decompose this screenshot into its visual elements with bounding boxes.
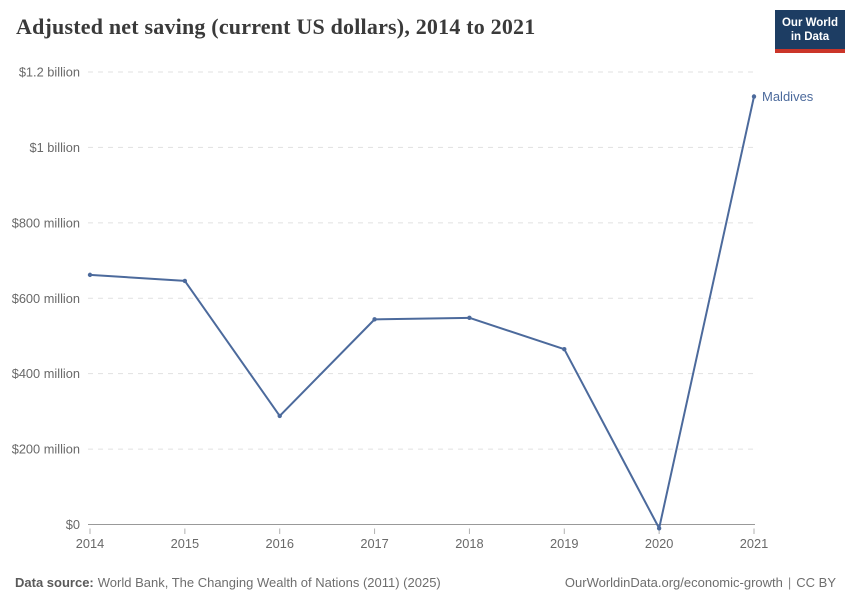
credit: OurWorldinData.org/economic-growth | CC BY xyxy=(565,575,836,590)
owid-logo[interactable]: Our World in Data xyxy=(774,10,845,53)
y-axis-tick-label: $800 million xyxy=(12,215,80,230)
series-line-maldives[interactable] xyxy=(89,95,755,530)
credit-license[interactable]: CC BY xyxy=(796,575,836,590)
x-axis-tick-label: 2015 xyxy=(171,536,199,551)
x-axis-tick-label: 2019 xyxy=(550,536,578,551)
series-end-label[interactable]: Maldives xyxy=(762,89,814,104)
y-axis-tick-label: $1.2 billion xyxy=(19,65,80,80)
y-axis-tick-label: $600 million xyxy=(12,291,80,306)
y-axis-tick-label: $200 million xyxy=(12,442,80,457)
data-source: Data source: World Bank, The Changing Wea… xyxy=(15,575,441,590)
data-source-label: Data source: xyxy=(15,575,94,590)
data-point-2017[interactable] xyxy=(372,317,377,322)
data-point-2015[interactable] xyxy=(182,278,188,284)
logo-line-1: Our World xyxy=(781,17,838,29)
y-axis-tick-label: $400 million xyxy=(12,366,80,381)
credit-url[interactable]: OurWorldinData.org/economic-growth xyxy=(564,575,783,590)
data-point-2014[interactable] xyxy=(87,272,93,278)
x-axis-tick-label: 2017 xyxy=(360,536,388,551)
x-axis-tick-label: 2021 xyxy=(740,536,768,551)
data-source-text: World Bank, The Changing Wealth of Natio… xyxy=(97,575,441,590)
data-point-2019[interactable] xyxy=(562,346,567,352)
data-point-2016[interactable] xyxy=(277,413,282,419)
y-axis-tick-label: $0 xyxy=(66,517,80,532)
data-point-2018[interactable] xyxy=(467,315,472,321)
credit-separator: | xyxy=(787,575,792,590)
x-axis-tick-label: 2020 xyxy=(645,536,673,551)
chart-title: Adjusted net saving (current US dollars)… xyxy=(16,14,536,39)
logo-line-2: in Data xyxy=(790,31,830,44)
data-point-2021[interactable] xyxy=(751,94,757,99)
x-axis-tick-label: 2018 xyxy=(455,536,483,551)
x-axis-tick-label: 2014 xyxy=(76,536,104,551)
data-point-2020[interactable] xyxy=(656,526,662,531)
x-axis-tick-label: 2016 xyxy=(265,536,293,551)
y-axis-tick-label: $1 billion xyxy=(29,140,80,155)
chart-footer: Data source: World Bank, The Changing Wea… xyxy=(15,575,836,590)
